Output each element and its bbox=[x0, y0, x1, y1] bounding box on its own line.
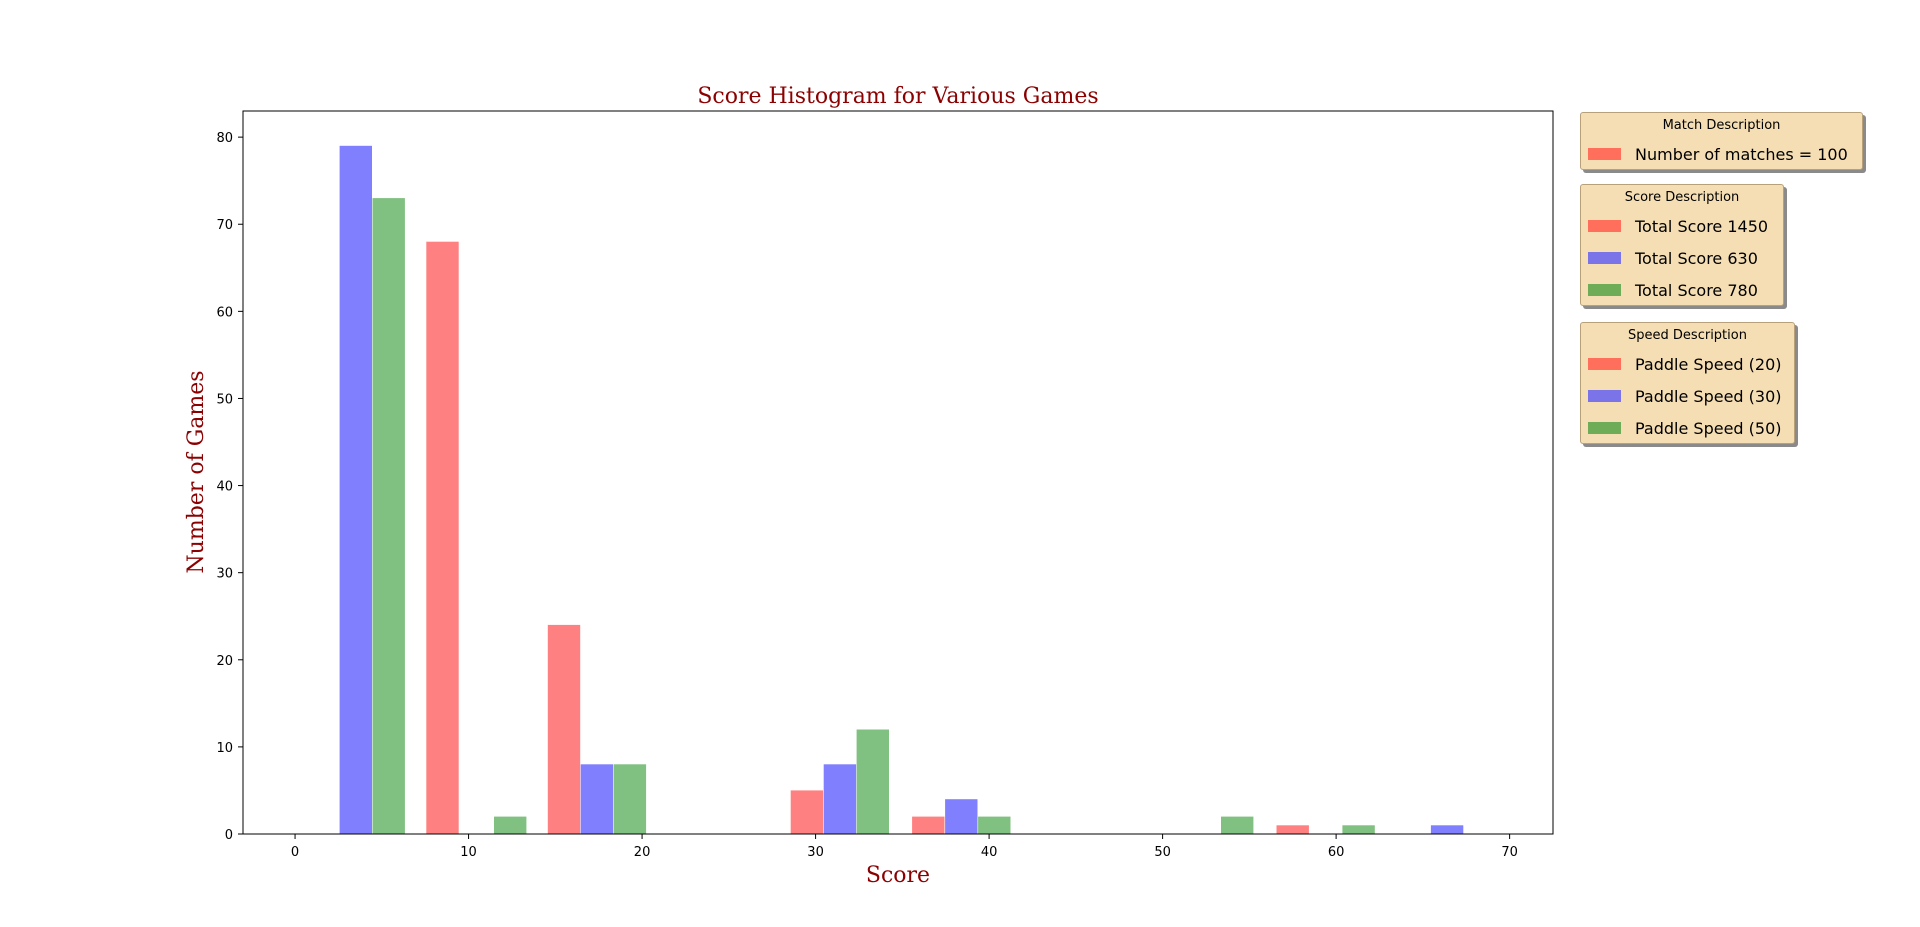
x-tick-label: 50 bbox=[1154, 845, 1171, 860]
legend-speed-description: Speed Description Paddle Speed (20) Padd… bbox=[1580, 322, 1795, 444]
histogram-bar bbox=[494, 816, 527, 834]
histogram-bar bbox=[856, 729, 889, 834]
x-tick-label: 10 bbox=[460, 845, 477, 860]
x-tick-label: 70 bbox=[1501, 845, 1518, 860]
y-tick-label: 20 bbox=[216, 654, 233, 669]
y-tick-label: 0 bbox=[225, 828, 233, 843]
legend-entry-label: Paddle Speed (20) bbox=[1635, 354, 1782, 374]
x-tick-label: 30 bbox=[807, 845, 824, 860]
histogram-bar bbox=[978, 816, 1011, 834]
x-tick-label: 40 bbox=[981, 845, 998, 860]
legend-title: Match Description bbox=[1662, 118, 1781, 133]
histogram-bar bbox=[790, 790, 824, 834]
x-tick-label: 60 bbox=[1328, 845, 1345, 860]
chart-title: Score Histogram for Various Games bbox=[697, 84, 1098, 109]
legend-swatch bbox=[1588, 390, 1621, 402]
legend-swatch bbox=[1588, 358, 1621, 370]
legend-swatch bbox=[1588, 148, 1621, 160]
y-tick-label: 80 bbox=[216, 131, 233, 146]
legend-entry: Paddle Speed (50) bbox=[1581, 412, 1794, 444]
histogram-bar bbox=[1221, 816, 1254, 834]
legend-swatch bbox=[1588, 220, 1621, 232]
y-tick-label: 60 bbox=[216, 305, 233, 320]
legend-entry-label: Paddle Speed (50) bbox=[1635, 418, 1782, 438]
histogram-bar bbox=[1276, 825, 1309, 834]
x-tick-label: 20 bbox=[634, 845, 651, 860]
y-axis-label: Number of Games bbox=[184, 370, 209, 573]
legend-score-description: Score Description Total Score 1450 Total… bbox=[1580, 184, 1784, 306]
legend-entry: Paddle Speed (20) bbox=[1581, 348, 1794, 380]
legend-swatch bbox=[1588, 252, 1621, 264]
histogram-bar bbox=[547, 624, 581, 834]
legend-title: Speed Description bbox=[1628, 328, 1747, 343]
legend-title: Score Description bbox=[1624, 190, 1740, 205]
histogram-bar bbox=[580, 764, 614, 834]
x-axis: 0 10 20 30 40 50 60 70 bbox=[291, 834, 1518, 860]
histogram-bar bbox=[1430, 825, 1464, 834]
legend-entry-label: Paddle Speed (30) bbox=[1635, 386, 1782, 406]
histogram-bar bbox=[613, 764, 647, 834]
histogram-bar bbox=[1342, 825, 1375, 834]
legend-swatch bbox=[1588, 284, 1621, 296]
x-tick-label: 0 bbox=[291, 845, 299, 860]
legend-match-description: Match Description Number of matches = 10… bbox=[1580, 112, 1863, 170]
x-axis-label: Score bbox=[866, 863, 930, 888]
legend-entry-label: Total Score 630 bbox=[1635, 248, 1758, 268]
legend-entry-label: Total Score 1450 bbox=[1635, 216, 1769, 236]
histogram-bar bbox=[945, 799, 978, 834]
y-tick-label: 10 bbox=[216, 741, 233, 756]
legend-entry-label: Number of matches = 100 bbox=[1635, 144, 1848, 164]
histogram-bar bbox=[912, 816, 945, 834]
y-tick-label: 70 bbox=[216, 218, 233, 233]
y-tick-label: 30 bbox=[216, 567, 233, 582]
legend-entry-label: Total Score 780 bbox=[1635, 280, 1758, 300]
y-tick-label: 40 bbox=[216, 480, 233, 495]
legend-entry: Total Score 780 bbox=[1581, 274, 1783, 306]
histogram-bar bbox=[426, 241, 459, 834]
histogram-bar bbox=[372, 198, 405, 835]
histogram-bar bbox=[339, 145, 372, 835]
plot-area-frame bbox=[242, 110, 1554, 835]
histogram-bar bbox=[823, 764, 857, 834]
y-tick-label: 50 bbox=[216, 392, 233, 407]
legend-entry: Paddle Speed (30) bbox=[1581, 380, 1794, 412]
legend-swatch bbox=[1588, 422, 1621, 434]
legend-entry: Total Score 1450 bbox=[1581, 210, 1783, 242]
legend-entry: Number of matches = 100 bbox=[1581, 138, 1862, 170]
y-axis: 0 10 20 30 40 50 60 70 80 bbox=[216, 131, 243, 843]
legend-entry: Total Score 630 bbox=[1581, 242, 1783, 274]
